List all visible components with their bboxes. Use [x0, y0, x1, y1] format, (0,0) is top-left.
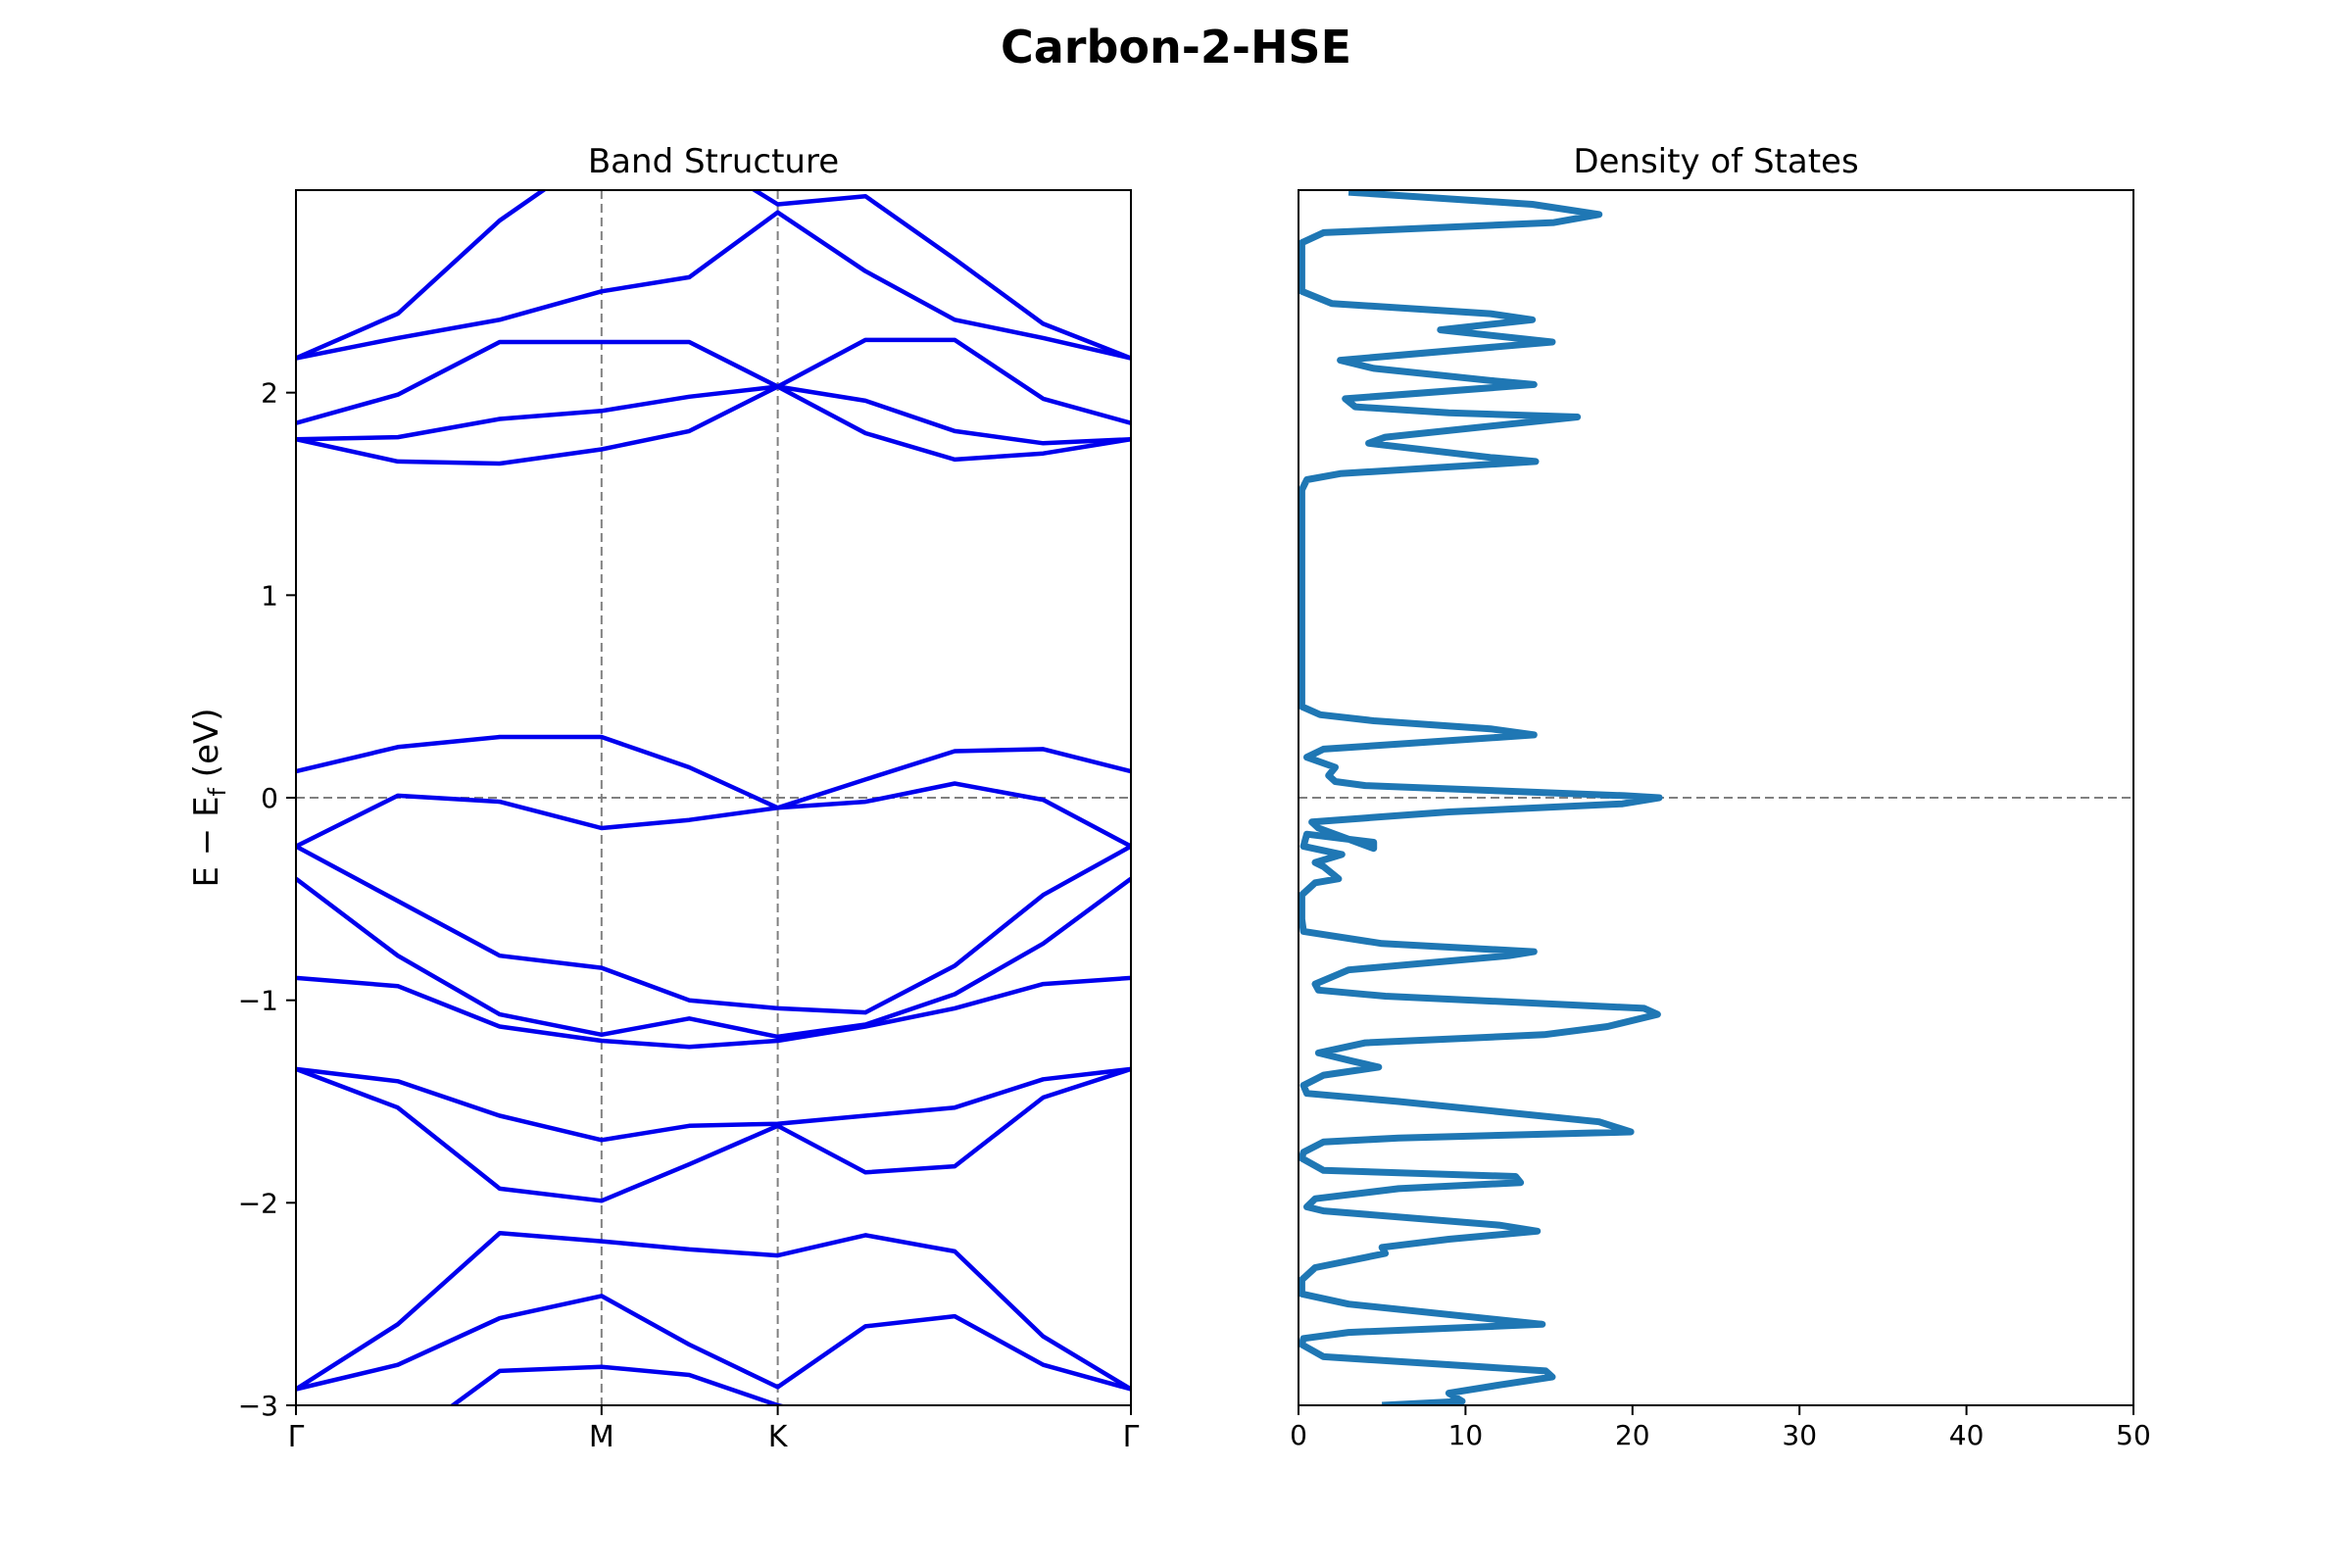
band-line [296, 1231, 1131, 1392]
band-line [296, 384, 1131, 466]
x-tick-label: 40 [1949, 1419, 1984, 1451]
dos-x-ticks: 0 10 20 30 40 50 [1290, 1405, 2151, 1451]
x-tick-label: 0 [1290, 1419, 1307, 1451]
k-point-label: K [768, 1420, 789, 1454]
figure-title: Carbon-2-HSE [1001, 21, 1351, 74]
y-axis-label-subscript: f [204, 787, 231, 796]
dos-lines [1298, 190, 1663, 1405]
y-tick-label: 0 [261, 782, 278, 814]
band-line [296, 734, 1131, 810]
band-line [296, 781, 1131, 849]
band-line [296, 876, 1131, 1040]
band-line [296, 1294, 1131, 1392]
band-line [296, 190, 1131, 361]
y-tick-label: 1 [261, 579, 278, 612]
dos-title: Density of States [1573, 142, 1858, 181]
band-structure-title: Band Structure [588, 142, 839, 181]
dos-curve [1298, 190, 1663, 1405]
band-line [296, 337, 1131, 425]
band-structure-panel: Band Structure −3 −2 −1 0 1 2 Γ M K Γ E − Ef (eV… [187, 142, 1140, 1496]
dos-axes-frame [1298, 189, 2134, 1406]
k-point-label: M [589, 1420, 614, 1454]
y-tick-label: −2 [238, 1187, 278, 1219]
band-line [296, 1066, 1131, 1203]
band-lines [296, 190, 1131, 1496]
band-y-ticks: −3 −2 −1 0 1 2 [238, 377, 296, 1422]
band-line [296, 210, 1131, 361]
y-axis-label-unit: (eV) [187, 708, 226, 788]
k-point-label: Γ [1123, 1420, 1140, 1454]
band-line [296, 1415, 1131, 1496]
y-tick-label: 2 [261, 377, 278, 410]
x-tick-label: 10 [1448, 1419, 1484, 1451]
band-line [296, 844, 1131, 1015]
band-line [296, 384, 1131, 446]
band-line [449, 1364, 788, 1405]
x-tick-label: 30 [1782, 1419, 1817, 1451]
y-axis-label-main: E − E [187, 796, 226, 887]
x-tick-label: 20 [1615, 1419, 1650, 1451]
x-tick-label: 50 [2116, 1419, 2151, 1451]
band-y-axis-label: E − Ef (eV) [187, 708, 231, 887]
band-line [296, 1066, 1131, 1143]
y-tick-label: −3 [238, 1390, 278, 1422]
dos-panel: Density of States 0 10 20 30 40 50 [1290, 142, 2151, 1451]
k-point-label: Γ [288, 1420, 305, 1454]
band-line [296, 975, 1131, 1050]
y-tick-label: −1 [238, 985, 278, 1017]
